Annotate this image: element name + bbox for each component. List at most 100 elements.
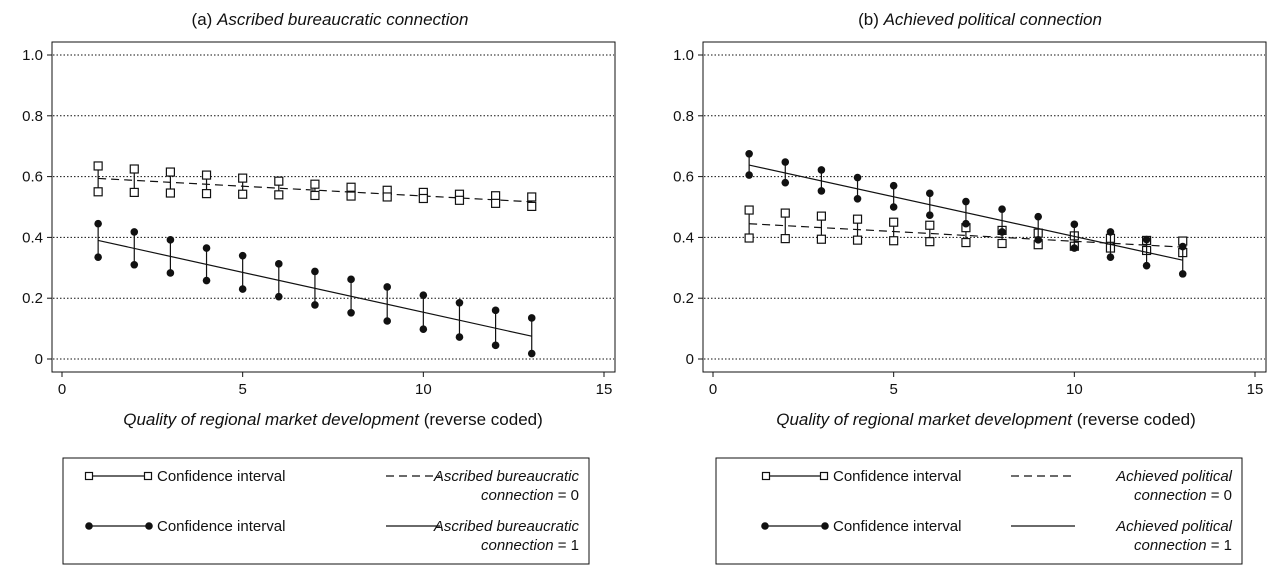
panel-a-ci-lower-marker-c0 <box>310 190 320 201</box>
panel-b-ci-lower-marker-c0 <box>780 234 790 244</box>
panel-a-legend-line-1-label-a: Ascribed bureaucratic <box>433 518 580 535</box>
panel-a-ci-lower-marker-c1 <box>166 269 175 277</box>
panel-b-ci-upper-marker-c1 <box>853 173 862 182</box>
panel-a-ci-lower-marker-c1 <box>383 317 392 325</box>
panel-b-legend-line-0-label-a: Achieved political <box>1115 468 1233 485</box>
panel-a-ci-lower-marker-c0 <box>129 187 139 198</box>
panel-a-ci-upper-marker-c0 <box>129 164 139 174</box>
panel-b-ci-lower-marker-c0 <box>816 234 827 244</box>
panel-a-legend-ci-1-label: Confidence interval <box>157 518 285 535</box>
panel-a-x-tick-label: 0 <box>58 381 66 398</box>
panel-a-gridlines <box>53 54 614 360</box>
panel-a-ci-lower-marker-c0 <box>274 190 284 200</box>
panel-b-ci-lower-marker-c1 <box>781 178 790 187</box>
panel-b-ci-lower-marker-c1 <box>926 211 934 220</box>
panel-a-legend-line-1-label-b: connection = 1 <box>481 537 579 554</box>
panel-b-legend-line-1-label-b: connection = 1 <box>1134 537 1232 554</box>
panel-b-ci-lower-marker-c0 <box>889 236 899 246</box>
panel-a-ci-lower-marker-c1 <box>455 333 464 341</box>
panel-a-y-tick-label: 0.8 <box>22 108 43 125</box>
panel-a-ci-upper-marker-c1 <box>166 236 175 244</box>
panel-a-ci-lower-marker-c0 <box>527 201 537 211</box>
panel-a-x-axis: 0 5 10 15 <box>58 372 613 398</box>
panel-b-ci-lower-marker-c1 <box>745 171 753 179</box>
panel-b-gridlines <box>704 54 1265 360</box>
panel-b-ci-lower-marker-c1 <box>853 194 862 203</box>
panel-b-ci-upper-marker-c1 <box>817 166 826 174</box>
panel-b-ci-upper-marker-c0 <box>889 217 899 227</box>
panel-b-ci-lower-marker-c1 <box>962 219 970 228</box>
panel-b-ci-upper-marker-c0 <box>780 208 790 218</box>
panel-b-legend: Confidence interval Achieved political c… <box>715 457 1243 565</box>
panel-b: (b) Achieved political connection 0 0.2 0.… <box>673 10 1267 565</box>
panel-a-ci-upper-marker-c1 <box>94 219 102 228</box>
panel-a-plot-frame <box>51 41 616 373</box>
panel-b-y-tick-label: 1.0 <box>673 47 694 64</box>
panel-a-ci-upper-marker-c1 <box>275 260 283 268</box>
panel-b-ci-upper-marker-c1 <box>1142 235 1151 244</box>
panel-a-ci-lower-marker-c1 <box>202 276 211 285</box>
panel-a-ci-lower-marker-c1 <box>130 260 139 269</box>
panel-a-ci-lower-marker-c1 <box>491 341 500 350</box>
panel-b-legend-line-1-label-a: Achieved political <box>1115 518 1233 535</box>
panel-a-y-tick-label: 0.2 <box>22 290 43 307</box>
panel-b-ci-lower-marker-c1 <box>1034 236 1042 244</box>
panel-b-ci-lower-marker-c0 <box>997 238 1007 249</box>
panel-a-y-tick-label: 0 <box>35 351 43 368</box>
panel-b-plot-frame <box>702 41 1267 373</box>
panel-b-ci-lower-marker-c1 <box>998 228 1006 236</box>
panel-a-ci-lower-marker-c1 <box>347 308 355 317</box>
panel-a-legend-ci-1-key <box>85 522 153 530</box>
panel-a-ci-upper-marker-c1 <box>455 298 464 307</box>
panel-b-ci-lower-marker-c0 <box>925 237 935 247</box>
panel-a-ci-upper-marker-c0 <box>201 170 212 180</box>
panel-b-ci-upper-marker-c1 <box>745 150 753 158</box>
panel-a-title: (a) Ascribed bureaucratic connection <box>192 10 469 29</box>
panel-a-y-axis: 0 0.2 0.4 0.6 0.8 1.0 <box>22 47 52 368</box>
panel-a-ci-upper-marker-c0 <box>93 161 103 171</box>
panel-a-legend-line-0-label-a: Ascribed bureaucratic <box>433 468 580 485</box>
panel-a-ci-lower-marker-c1 <box>238 285 247 293</box>
panel-b-ci-upper-marker-c1 <box>781 158 790 166</box>
panel-a-ci-lower-marker-c0 <box>201 189 212 199</box>
panel-a: (a) Ascribed bureaucratic connection 0 0.… <box>22 10 616 565</box>
panel-a-x-axis-label: Quality of regional market development (… <box>123 410 543 429</box>
panel-b-ci-upper-marker-c1 <box>1034 212 1042 221</box>
panel-a-ci-lower-marker-c1 <box>94 253 102 261</box>
panel-b-ci-upper-marker-c1 <box>926 189 934 198</box>
panel-b-y-axis: 0 0.2 0.4 0.6 0.8 1.0 <box>673 47 703 368</box>
panel-a-ci-upper-marker-c1 <box>130 228 139 236</box>
panel-a-ci-lower-marker-c0 <box>382 192 392 202</box>
panel-a-ci-upper-marker-c0 <box>238 173 248 183</box>
panel-b-ci-lower-marker-c1 <box>817 187 826 195</box>
panel-a-ci-upper-marker-c1 <box>527 314 536 322</box>
panel-b-ci-lower-marker-c0 <box>744 233 754 243</box>
panel-b-title: (b) Achieved political connection <box>858 10 1102 29</box>
panel-b-y-tick-label: 0.8 <box>673 108 694 125</box>
panel-b-marks <box>744 150 1188 278</box>
panel-a-ci-upper-marker-c1 <box>383 283 392 291</box>
panel-b-legend-line-0-label-b: connection = 0 <box>1134 487 1232 504</box>
panel-b-y-tick-label: 0.2 <box>673 290 694 307</box>
panel-a-ci-upper-marker-c0 <box>274 176 284 186</box>
panel-a-ci-upper-marker-c1 <box>347 275 355 284</box>
panel-b-x-tick-label: 5 <box>889 381 897 398</box>
panel-a-ci-upper-marker-c0 <box>346 182 356 192</box>
panel-a-x-tick-label: 15 <box>596 381 613 398</box>
panel-a-ci-lower-marker-c0 <box>238 189 248 199</box>
panel-b-ci-upper-marker-c1 <box>1178 242 1187 251</box>
panel-b-ci-upper-marker-c1 <box>1106 228 1115 236</box>
panel-b-ci-upper-marker-c0 <box>744 205 754 215</box>
panel-b-legend-ci-0-label: Confidence interval <box>833 468 961 485</box>
panel-b-x-tick-label: 0 <box>709 381 717 398</box>
panel-b-y-tick-label: 0 <box>686 351 694 368</box>
panel-b-ci-lower-marker-c0 <box>961 237 971 248</box>
panel-a-ci-lower-marker-c1 <box>275 292 283 301</box>
panel-a-ci-upper-marker-c1 <box>491 306 500 315</box>
panel-a-legend-ci-0-label: Confidence interval <box>157 468 285 485</box>
panel-a-x-tick-label: 5 <box>238 381 246 398</box>
panel-b-legend-frame <box>715 457 1243 565</box>
panel-b-y-tick-label: 0.6 <box>673 169 694 186</box>
panel-a-ci-upper-marker-c0 <box>310 179 320 189</box>
